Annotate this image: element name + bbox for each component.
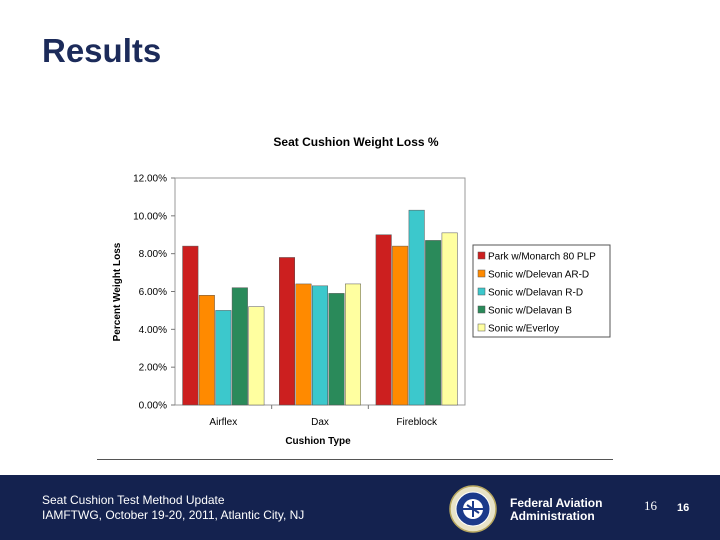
bar — [248, 306, 265, 406]
bar-chart: Seat Cushion Weight Loss % 0.00% 2.00% 4.0… — [112, 135, 611, 447]
legend-label: Sonic w/Delevan AR-D — [488, 270, 589, 281]
bar — [441, 232, 458, 406]
legend-swatch — [477, 251, 486, 260]
y-tick-label: 0.00% — [139, 401, 167, 412]
bar — [345, 283, 361, 406]
legend-swatch — [477, 305, 486, 314]
bar — [328, 293, 345, 406]
y-tick-label: 8.00% — [139, 249, 167, 260]
legend-box — [472, 244, 611, 338]
bar — [198, 295, 215, 406]
y-tick-label: 6.00% — [139, 287, 167, 298]
y-tick-label: 10.00% — [133, 211, 167, 222]
y-tick-label: 2.00% — [139, 363, 167, 374]
agency-line-2: Administration — [510, 509, 595, 523]
bar — [279, 257, 295, 406]
legend-label: Park w/Monarch 80 PLP — [488, 252, 596, 263]
chart-title: Seat Cushion Weight Loss % — [273, 135, 438, 149]
footer-subtitle: IAMFTWG, October 19-20, 2011, Atlantic C… — [42, 508, 305, 522]
bar — [375, 234, 392, 406]
bar — [231, 287, 248, 406]
legend-label: Sonic w/Everloy — [488, 324, 559, 335]
x-tick-label: Fireblock — [396, 417, 438, 428]
divider-line — [97, 459, 613, 460]
footer-title: Seat Cushion Test Method Update — [42, 493, 225, 507]
agency-line-1: Federal Aviation — [510, 496, 603, 510]
bar — [392, 245, 409, 406]
bar — [408, 209, 425, 406]
slide-title: Results — [42, 32, 162, 69]
legend-label: Sonic w/Delavan R-D — [488, 288, 583, 299]
bar — [182, 245, 199, 406]
legend-swatch — [477, 269, 486, 278]
y-axis-label: Percent Weight Loss — [112, 242, 123, 341]
legend-swatch — [477, 323, 486, 332]
x-tick-label: Dax — [311, 417, 329, 428]
page-number-serif: 16 — [644, 498, 657, 513]
bar — [312, 285, 328, 406]
legend-swatch — [477, 287, 486, 296]
legend-label: Sonic w/Delavan B — [488, 306, 572, 317]
bar — [295, 283, 312, 406]
bar — [425, 240, 442, 406]
faa-seal-icon — [449, 485, 497, 533]
y-tick-label: 4.00% — [139, 325, 167, 336]
legend: Park w/Monarch 80 PLP Sonic w/Delevan AR-… — [472, 244, 611, 338]
agency-name: Federal Aviation Administration — [510, 497, 602, 523]
footer-bar: Seat Cushion Test Method Update IAMFTWG,… — [0, 475, 720, 540]
bar — [215, 310, 232, 406]
page-number: 16 — [677, 502, 690, 514]
x-tick-label: Airflex — [209, 417, 237, 428]
y-tick-label: 12.00% — [133, 174, 167, 185]
x-axis-label: Cushion Type — [285, 436, 351, 447]
